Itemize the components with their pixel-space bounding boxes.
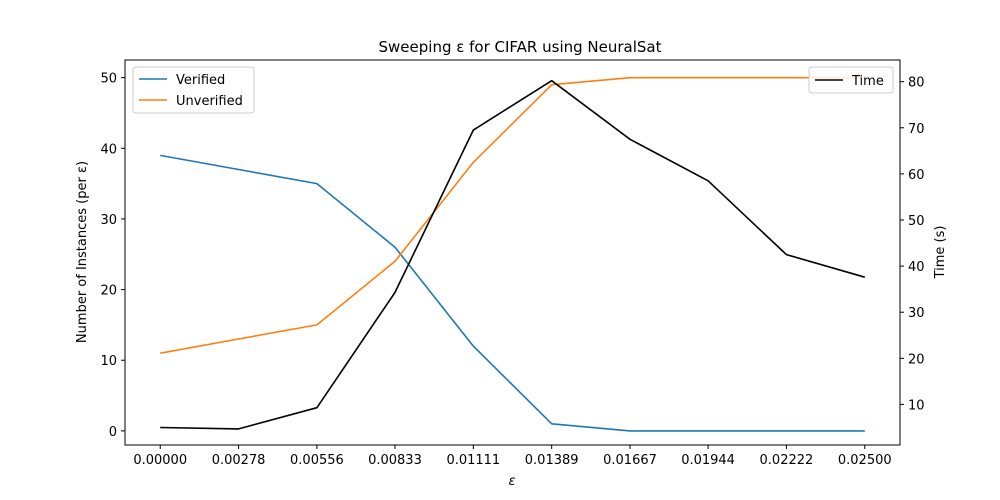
y-tick-label: 50 — [100, 72, 117, 87]
x-tick-label: 0.01944 — [681, 453, 735, 468]
y2-tick-label: 40 — [908, 260, 925, 275]
plot-area-frame — [124, 59, 901, 446]
legend-label-unverified: Unverified — [176, 94, 243, 109]
x-tick-label: 0.02500 — [838, 453, 892, 468]
y-axis-right-label: Time (s) — [933, 226, 948, 280]
legend-left: Verified Unverified — [132, 66, 255, 114]
y2-tick-label: 20 — [908, 352, 925, 367]
x-axis: 0.00000 0.00278 0.00556 0.00833 0.01111 0.013… — [133, 445, 892, 468]
y-tick-label: 10 — [100, 354, 117, 369]
y-axis-left: 0 10 20 30 40 50 — [100, 72, 125, 440]
y-axis-right: 10 20 30 40 50 60 70 80 — [900, 76, 925, 413]
x-tick-label: 0.02222 — [760, 453, 814, 468]
series-line-time — [160, 79, 866, 430]
y2-tick-label: 70 — [908, 122, 925, 137]
chart-title: Sweeping ε for CIFAR using NeuralSat — [379, 38, 662, 56]
y-tick-label: 40 — [100, 142, 117, 157]
y2-tick-label: 80 — [908, 76, 925, 91]
y-tick-label: 0 — [109, 425, 117, 440]
series-lines — [160, 76, 866, 432]
x-tick-label: 0.01389 — [525, 453, 579, 468]
legend-label-time: Time — [851, 74, 884, 89]
x-tick-label: 0.00000 — [133, 453, 187, 468]
series-line-verified — [160, 154, 865, 432]
y-tick-label: 30 — [100, 213, 117, 228]
x-tick-label: 0.00556 — [290, 453, 344, 468]
series-line-unverified — [160, 76, 865, 354]
y-tick-label: 20 — [100, 284, 117, 299]
x-tick-label: 0.00278 — [212, 453, 266, 468]
y2-tick-label: 10 — [908, 398, 925, 413]
y2-tick-label: 30 — [908, 306, 925, 321]
x-axis-label: ε — [508, 474, 515, 489]
x-tick-label: 0.01111 — [446, 453, 500, 468]
y-axis-left-label: Number of Instances (per ε) — [75, 161, 90, 343]
x-tick-label: 0.00833 — [368, 453, 422, 468]
y2-tick-label: 60 — [908, 168, 925, 183]
legend-label-verified: Verified — [176, 73, 225, 88]
x-tick-label: 0.01667 — [603, 453, 657, 468]
legend-right: Time — [808, 66, 894, 94]
legend-right-box — [808, 66, 894, 94]
y2-tick-label: 50 — [908, 214, 925, 229]
